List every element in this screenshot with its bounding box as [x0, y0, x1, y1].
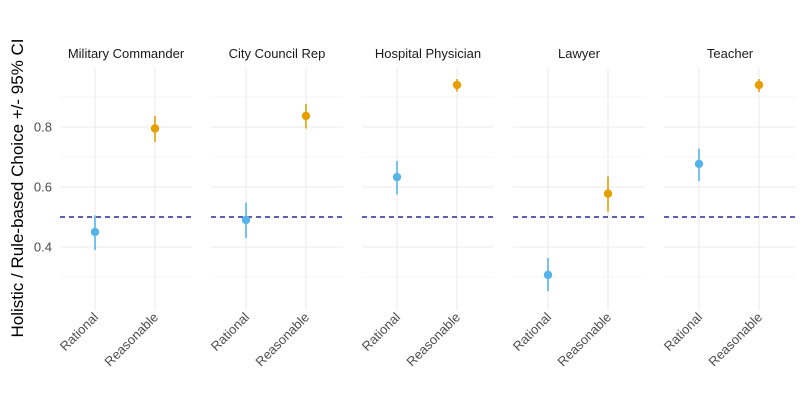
facet-panel-2: Hospital Physician Rational Reasonable	[359, 46, 494, 369]
point-reasonable	[603, 189, 613, 198]
point-reasonable	[150, 124, 160, 133]
y-tick-label: 0.8	[34, 120, 52, 135]
x-tick-label: Rational	[359, 309, 403, 353]
y-tick-label: 0.4	[34, 240, 52, 255]
facet-panel-3: Lawyer Rational Reasonable	[510, 46, 645, 369]
point-rational	[90, 227, 100, 237]
point-rational	[392, 172, 402, 182]
facet-title: Hospital Physician	[375, 46, 481, 61]
x-tick-label: Rational	[208, 309, 252, 353]
x-tick-label: Reasonable	[252, 310, 312, 370]
point-reasonable	[301, 111, 311, 121]
facet-title: Teacher	[707, 46, 754, 61]
facet-title: City Council Rep	[229, 46, 326, 61]
facet-title: Lawyer	[558, 46, 601, 61]
y-tick-label: 0.6	[34, 180, 52, 195]
x-tick-label: Rational	[661, 309, 705, 353]
point-rational	[543, 270, 553, 280]
y-axis-title: Holistic / Rule-based Choice +/- 95% CI	[8, 38, 27, 337]
point-reasonable	[754, 80, 764, 90]
x-tick-label: Reasonable	[554, 310, 614, 370]
point-reasonable	[452, 80, 462, 90]
point-rational	[241, 215, 251, 225]
x-tick-label: Reasonable	[403, 310, 463, 370]
facet-panel-0: Military Commander Rational Reasonable	[57, 46, 192, 369]
x-tick-label: Rational	[510, 309, 554, 353]
facet-panel-1: City Council Rep Rational Reasonable	[208, 46, 343, 369]
facet-panel-4: Teacher Rational Reasonable	[661, 46, 796, 369]
x-tick-label: Reasonable	[705, 310, 765, 370]
x-tick-label: Rational	[57, 309, 101, 353]
x-tick-label: Reasonable	[101, 310, 161, 370]
point-rational	[694, 159, 704, 169]
facet-title: Military Commander	[68, 46, 185, 61]
